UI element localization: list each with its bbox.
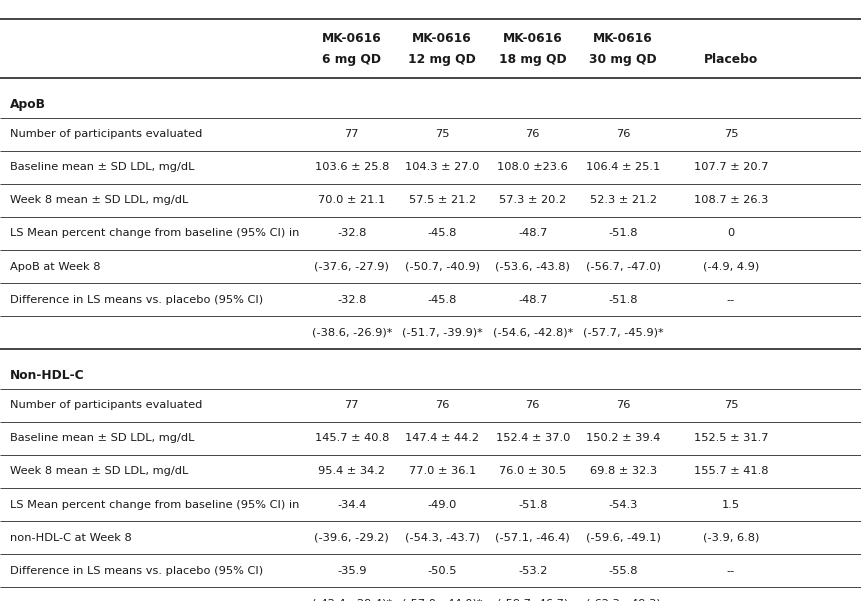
Text: 75: 75: [723, 129, 737, 139]
Text: (-42.4, -29.4)*: (-42.4, -29.4)*: [312, 599, 391, 601]
Text: -32.8: -32.8: [337, 294, 366, 305]
Text: Difference in LS means vs. placebo (95% CI): Difference in LS means vs. placebo (95% …: [10, 294, 263, 305]
Text: Number of participants evaluated: Number of participants evaluated: [10, 129, 202, 139]
Text: -45.8: -45.8: [427, 294, 456, 305]
Text: 57.3 ± 20.2: 57.3 ± 20.2: [499, 195, 566, 206]
Text: (-53.6, -43.8): (-53.6, -43.8): [495, 261, 569, 272]
Text: Non-HDL-C: Non-HDL-C: [10, 369, 85, 382]
Text: (-62.3, -49.3): (-62.3, -49.3): [585, 599, 660, 601]
Text: -45.8: -45.8: [427, 228, 456, 239]
Text: 147.4 ± 44.2: 147.4 ± 44.2: [405, 433, 479, 444]
Text: MK-0616: MK-0616: [592, 32, 653, 44]
Text: -51.8: -51.8: [608, 294, 637, 305]
Text: 103.6 ± 25.8: 103.6 ± 25.8: [314, 162, 388, 172]
Text: MK-0616: MK-0616: [321, 32, 381, 44]
Text: 107.7 ± 20.7: 107.7 ± 20.7: [693, 162, 767, 172]
Text: 69.8 ± 32.3: 69.8 ± 32.3: [589, 466, 656, 477]
Text: 77: 77: [344, 129, 358, 139]
Text: (-4.9, 4.9): (-4.9, 4.9): [702, 261, 759, 272]
Text: -49.0: -49.0: [427, 499, 456, 510]
Text: Difference in LS means vs. placebo (95% CI): Difference in LS means vs. placebo (95% …: [10, 566, 263, 576]
Text: (-37.6, -27.9): (-37.6, -27.9): [314, 261, 388, 272]
Text: (-50.7, -40.9): (-50.7, -40.9): [404, 261, 480, 272]
Text: -34.4: -34.4: [337, 499, 366, 510]
Text: 108.0 ±23.6: 108.0 ±23.6: [497, 162, 567, 172]
Text: 155.7 ± 41.8: 155.7 ± 41.8: [693, 466, 767, 477]
Text: 12 mg QD: 12 mg QD: [408, 53, 475, 66]
Text: -48.7: -48.7: [517, 228, 547, 239]
Text: MK-0616: MK-0616: [502, 32, 562, 44]
Text: non-HDL-C at Week 8: non-HDL-C at Week 8: [10, 532, 132, 543]
Text: 145.7 ± 40.8: 145.7 ± 40.8: [314, 433, 388, 444]
Text: 76: 76: [525, 129, 539, 139]
Text: ApoB: ApoB: [10, 98, 46, 111]
Text: 150.2 ± 39.4: 150.2 ± 39.4: [585, 433, 660, 444]
Text: 152.5 ± 31.7: 152.5 ± 31.7: [693, 433, 767, 444]
Text: 76: 76: [435, 400, 449, 410]
Text: -51.8: -51.8: [608, 228, 637, 239]
Text: 57.5 ± 21.2: 57.5 ± 21.2: [408, 195, 475, 206]
Text: (-57.0, -44.0)*: (-57.0, -44.0)*: [401, 599, 482, 601]
Text: 76.0 ± 30.5: 76.0 ± 30.5: [499, 466, 566, 477]
Text: 76: 76: [616, 400, 629, 410]
Text: 152.4 ± 37.0: 152.4 ± 37.0: [495, 433, 569, 444]
Text: -55.8: -55.8: [608, 566, 637, 576]
Text: Week 8 mean ± SD LDL, mg/dL: Week 8 mean ± SD LDL, mg/dL: [10, 195, 189, 206]
Text: 70.0 ± 21.1: 70.0 ± 21.1: [318, 195, 385, 206]
Text: 18 mg QD: 18 mg QD: [499, 53, 566, 66]
Text: (-38.6, -26.9)*: (-38.6, -26.9)*: [311, 328, 392, 338]
Text: 0: 0: [727, 228, 734, 239]
Text: Placebo: Placebo: [703, 53, 757, 66]
Text: 76: 76: [525, 400, 539, 410]
Text: (-54.6, -42.8)*: (-54.6, -42.8)*: [492, 328, 573, 338]
Text: Baseline mean ± SD LDL, mg/dL: Baseline mean ± SD LDL, mg/dL: [10, 162, 195, 172]
Text: -51.8: -51.8: [517, 499, 547, 510]
Text: 75: 75: [723, 400, 737, 410]
Text: Week 8 mean ± SD LDL, mg/dL: Week 8 mean ± SD LDL, mg/dL: [10, 466, 189, 477]
Text: MK-0616: MK-0616: [412, 32, 472, 44]
Text: (-56.7, -47.0): (-56.7, -47.0): [585, 261, 660, 272]
Text: --: --: [726, 566, 734, 576]
Text: (-59.6, -49.1): (-59.6, -49.1): [585, 532, 660, 543]
Text: -54.3: -54.3: [608, 499, 637, 510]
Text: -48.7: -48.7: [517, 294, 547, 305]
Text: 75: 75: [435, 129, 449, 139]
Text: -50.5: -50.5: [427, 566, 456, 576]
Text: (-54.3, -43.7): (-54.3, -43.7): [405, 532, 479, 543]
Text: -35.9: -35.9: [337, 566, 366, 576]
Text: Number of participants evaluated: Number of participants evaluated: [10, 400, 202, 410]
Text: Baseline mean ± SD LDL, mg/dL: Baseline mean ± SD LDL, mg/dL: [10, 433, 195, 444]
Text: (-51.7, -39.9)*: (-51.7, -39.9)*: [401, 328, 482, 338]
Text: 77: 77: [344, 400, 358, 410]
Text: 1.5: 1.5: [721, 499, 740, 510]
Text: 52.3 ± 21.2: 52.3 ± 21.2: [589, 195, 656, 206]
Text: 6 mg QD: 6 mg QD: [322, 53, 381, 66]
Text: ApoB at Week 8: ApoB at Week 8: [10, 261, 101, 272]
Text: -53.2: -53.2: [517, 566, 547, 576]
Text: LS Mean percent change from baseline (95% CI) in: LS Mean percent change from baseline (95…: [10, 499, 300, 510]
Text: 104.3 ± 27.0: 104.3 ± 27.0: [405, 162, 479, 172]
Text: --: --: [726, 294, 734, 305]
Text: (-3.9, 6.8): (-3.9, 6.8): [702, 532, 759, 543]
Text: 106.4 ± 25.1: 106.4 ± 25.1: [585, 162, 660, 172]
Text: 108.7 ± 26.3: 108.7 ± 26.3: [693, 195, 767, 206]
Text: -32.8: -32.8: [337, 228, 366, 239]
Text: (-57.7, -45.9)*: (-57.7, -45.9)*: [582, 328, 663, 338]
Text: (-39.6, -29.2): (-39.6, -29.2): [314, 532, 388, 543]
Text: LS Mean percent change from baseline (95% CI) in: LS Mean percent change from baseline (95…: [10, 228, 300, 239]
Text: 95.4 ± 34.2: 95.4 ± 34.2: [318, 466, 385, 477]
Text: 76: 76: [616, 129, 629, 139]
Text: 30 mg QD: 30 mg QD: [589, 53, 656, 66]
Text: (-57.1, -46.4): (-57.1, -46.4): [495, 532, 569, 543]
Text: (-59.7,-46.7): (-59.7,-46.7): [497, 599, 567, 601]
Text: 77.0 ± 36.1: 77.0 ± 36.1: [408, 466, 475, 477]
